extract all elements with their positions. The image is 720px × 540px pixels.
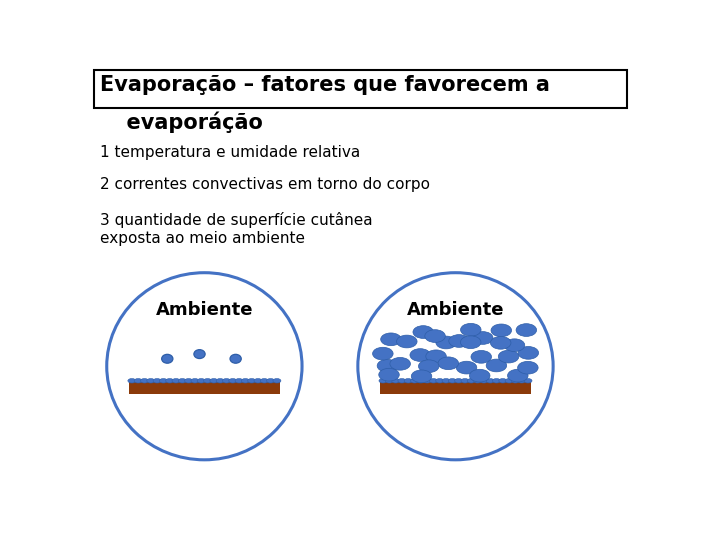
- Ellipse shape: [417, 379, 425, 383]
- Text: 3 quantidade de superfície cutânea
exposta ao meio ambiente: 3 quantidade de superfície cutânea expos…: [100, 212, 373, 246]
- Ellipse shape: [210, 379, 218, 383]
- Ellipse shape: [467, 379, 475, 383]
- Ellipse shape: [172, 379, 180, 383]
- Ellipse shape: [469, 369, 490, 382]
- Ellipse shape: [480, 379, 488, 383]
- Text: 1 temperatura e umidade relativa: 1 temperatura e umidade relativa: [100, 145, 360, 160]
- Ellipse shape: [248, 379, 256, 383]
- Ellipse shape: [390, 357, 410, 370]
- Ellipse shape: [241, 379, 249, 383]
- Ellipse shape: [194, 349, 205, 359]
- Ellipse shape: [379, 368, 400, 381]
- Ellipse shape: [166, 379, 174, 383]
- Ellipse shape: [426, 350, 446, 363]
- Ellipse shape: [474, 379, 482, 383]
- Ellipse shape: [197, 379, 205, 383]
- Ellipse shape: [491, 324, 511, 337]
- Ellipse shape: [410, 349, 431, 361]
- Ellipse shape: [204, 379, 212, 383]
- Ellipse shape: [107, 273, 302, 460]
- Text: Evaporação – fatores que favorecem a: Evaporação – fatores que favorecem a: [100, 75, 550, 95]
- Ellipse shape: [492, 379, 500, 383]
- Ellipse shape: [134, 379, 142, 383]
- Ellipse shape: [490, 336, 511, 349]
- Ellipse shape: [436, 379, 444, 383]
- Ellipse shape: [518, 379, 526, 383]
- FancyBboxPatch shape: [94, 70, 627, 109]
- Ellipse shape: [266, 379, 274, 383]
- Ellipse shape: [471, 350, 492, 363]
- Ellipse shape: [385, 379, 393, 383]
- Ellipse shape: [184, 379, 193, 383]
- Ellipse shape: [128, 379, 136, 383]
- Ellipse shape: [438, 357, 459, 370]
- FancyBboxPatch shape: [129, 381, 280, 394]
- Ellipse shape: [179, 379, 186, 383]
- Ellipse shape: [472, 332, 493, 345]
- Ellipse shape: [486, 359, 507, 372]
- Ellipse shape: [398, 379, 406, 383]
- Ellipse shape: [524, 379, 532, 383]
- Ellipse shape: [436, 336, 456, 349]
- Ellipse shape: [508, 369, 528, 382]
- Ellipse shape: [358, 273, 553, 460]
- Ellipse shape: [429, 379, 438, 383]
- Ellipse shape: [442, 379, 450, 383]
- Text: Ambiente: Ambiente: [407, 301, 504, 319]
- Ellipse shape: [454, 379, 463, 383]
- Ellipse shape: [229, 379, 237, 383]
- Ellipse shape: [381, 333, 401, 346]
- Text: evaporáção: evaporáção: [112, 111, 264, 133]
- Ellipse shape: [159, 379, 168, 383]
- Ellipse shape: [397, 335, 417, 348]
- Ellipse shape: [511, 379, 519, 383]
- Ellipse shape: [456, 361, 477, 374]
- Ellipse shape: [461, 336, 481, 349]
- Ellipse shape: [235, 379, 243, 383]
- Ellipse shape: [261, 379, 269, 383]
- Ellipse shape: [425, 330, 445, 342]
- Ellipse shape: [498, 350, 519, 363]
- Ellipse shape: [461, 323, 481, 336]
- Ellipse shape: [418, 360, 439, 373]
- Ellipse shape: [373, 347, 393, 360]
- Ellipse shape: [411, 370, 432, 383]
- Ellipse shape: [379, 379, 387, 383]
- Text: Ambiente: Ambiente: [156, 301, 253, 319]
- Ellipse shape: [413, 326, 433, 339]
- Ellipse shape: [518, 347, 539, 359]
- Ellipse shape: [499, 379, 507, 383]
- Ellipse shape: [423, 379, 431, 383]
- Ellipse shape: [410, 379, 418, 383]
- Ellipse shape: [191, 379, 199, 383]
- Ellipse shape: [486, 379, 494, 383]
- Ellipse shape: [377, 360, 397, 372]
- Ellipse shape: [273, 379, 281, 383]
- Ellipse shape: [230, 354, 241, 363]
- Ellipse shape: [516, 323, 536, 336]
- Ellipse shape: [140, 379, 148, 383]
- Ellipse shape: [153, 379, 161, 383]
- Ellipse shape: [449, 379, 456, 383]
- Ellipse shape: [392, 379, 400, 383]
- FancyBboxPatch shape: [380, 381, 531, 394]
- Ellipse shape: [216, 379, 224, 383]
- Ellipse shape: [404, 379, 412, 383]
- Ellipse shape: [254, 379, 262, 383]
- Ellipse shape: [222, 379, 230, 383]
- Ellipse shape: [518, 361, 538, 374]
- Text: 2 correntes convectivas em torno do corpo: 2 correntes convectivas em torno do corp…: [100, 177, 430, 192]
- Ellipse shape: [162, 354, 173, 363]
- Ellipse shape: [505, 379, 513, 383]
- Ellipse shape: [461, 379, 469, 383]
- Ellipse shape: [504, 339, 525, 352]
- Ellipse shape: [449, 335, 469, 347]
- Ellipse shape: [147, 379, 155, 383]
